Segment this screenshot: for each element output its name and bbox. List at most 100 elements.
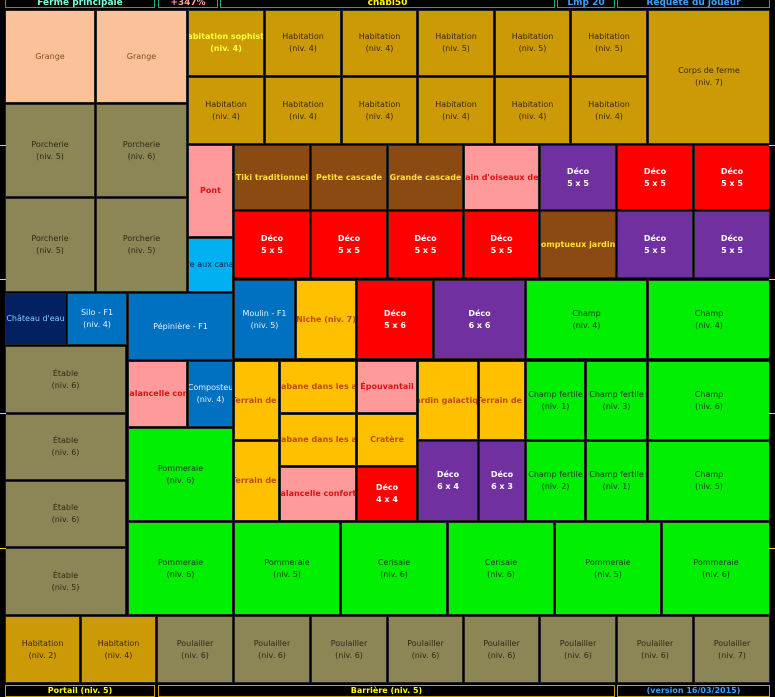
tile: Corps de ferme (niv. 7) bbox=[648, 10, 770, 144]
tile-level: (niv. 6) bbox=[487, 650, 516, 660]
tile-level: (niv. 4) bbox=[289, 44, 317, 53]
tile: Étable (niv. 6) bbox=[5, 481, 126, 547]
tile-level: (niv. 4) bbox=[210, 44, 242, 53]
tile-label: Porcherie bbox=[122, 234, 161, 243]
tile: Mare aux canards bbox=[188, 238, 233, 292]
tile: Déco 5 x 5 bbox=[694, 145, 770, 210]
tile-label: Habitation bbox=[435, 32, 477, 41]
tile-level: (niv. 5) bbox=[36, 151, 64, 161]
tile: Habitation (niv. 4) bbox=[188, 77, 264, 144]
tile-label: Déco bbox=[643, 233, 667, 243]
tile: Champ fertile (niv. 1) bbox=[526, 361, 585, 440]
tile: Cerisaie (niv. 6) bbox=[448, 522, 554, 615]
tile-level: (niv. 5) bbox=[36, 246, 64, 255]
tile: Habitation (niv. 4) bbox=[418, 77, 494, 144]
tile: Poulailler (niv. 6) bbox=[234, 616, 310, 683]
tile-label: Habitation bbox=[21, 638, 64, 648]
tile-label: Terrain de j bbox=[234, 476, 278, 485]
tile-level: (niv. 4) bbox=[83, 320, 111, 329]
tile-label: Déco bbox=[337, 233, 361, 243]
tile-label: Corps de ferme bbox=[678, 66, 740, 75]
tile-label: Poulailler bbox=[330, 638, 368, 648]
tile-label: Terrain de j bbox=[479, 395, 525, 405]
tile-label: Mare aux canards bbox=[189, 260, 232, 269]
tile-level: (niv. 2) bbox=[28, 650, 57, 660]
tile: Déco 4 x 4 bbox=[357, 467, 417, 521]
tile: Champ (niv. 5) bbox=[648, 441, 770, 521]
tile-label: Champ bbox=[694, 389, 724, 399]
tile-level: 5 x 5 bbox=[644, 178, 666, 188]
tile: Poulailler (niv. 6) bbox=[540, 616, 616, 683]
tile-label: Poulailler bbox=[407, 638, 444, 648]
tile: Pommeraie (niv. 6) bbox=[128, 522, 233, 615]
header-cell: Lmp 20 bbox=[557, 0, 615, 8]
tile-level: (niv. 1) bbox=[541, 401, 570, 411]
tile: Poulailler (niv. 6) bbox=[157, 616, 233, 683]
tile: Jardin galactiqu bbox=[418, 361, 478, 440]
tile: Cerisaie (niv. 6) bbox=[341, 522, 447, 615]
tile-label: Déco bbox=[643, 166, 667, 176]
footer-cell: Barrière (niv. 5) bbox=[158, 685, 615, 697]
tile-label: Porcherie bbox=[31, 139, 69, 149]
tile: Composteu (niv. 4) bbox=[188, 361, 233, 427]
tile: Déco 5 x 6 bbox=[357, 280, 433, 359]
tile-level: (niv. 6) bbox=[487, 569, 515, 579]
tile-label: Champ bbox=[694, 308, 724, 318]
tile-level: (niv. 5) bbox=[595, 44, 623, 53]
tile-label: Grange bbox=[35, 51, 65, 61]
tile: Poulailler (niv. 6) bbox=[311, 616, 387, 683]
tile-label: Moulin - F1 bbox=[242, 308, 287, 318]
tile: Porcherie (niv. 5) bbox=[96, 198, 187, 292]
tile: Habitation (niv. 4) bbox=[265, 10, 341, 76]
tile-level: 5 x 5 bbox=[490, 245, 513, 255]
tile-level: (niv. 4) bbox=[104, 650, 133, 660]
tile-level: (niv. 4) bbox=[365, 44, 394, 53]
tile-label: Habitation bbox=[97, 638, 140, 648]
tile: Déco 5 x 5 bbox=[540, 145, 616, 210]
tile-label: Poulailler bbox=[636, 638, 674, 648]
tile-level: (niv. 5) bbox=[695, 482, 723, 491]
tile-level: (niv. 5) bbox=[518, 44, 547, 53]
tile-level: (niv. 5) bbox=[273, 569, 301, 579]
tile-label: Bain d'oiseaux de l bbox=[465, 172, 539, 182]
edge-mark bbox=[769, 145, 775, 146]
tile-level: (niv. 4) bbox=[518, 111, 547, 121]
tile-label: Grange bbox=[126, 51, 157, 61]
tile-level: (niv. 3) bbox=[602, 401, 631, 411]
tile: Pont bbox=[188, 145, 233, 237]
tile-label: Cerisaie bbox=[484, 557, 518, 567]
tile-label: Champ fertile bbox=[528, 389, 583, 399]
tile-level: (niv. 7) bbox=[718, 650, 746, 660]
tile-level: (niv. 6) bbox=[564, 650, 592, 660]
tile-label: Pommeraie bbox=[157, 463, 204, 473]
tile: Grange bbox=[5, 10, 95, 103]
tile-label: Habitation bbox=[358, 32, 401, 41]
tile-label: Étable bbox=[52, 368, 79, 378]
tile: Déco 5 x 5 bbox=[464, 211, 539, 278]
tile-label: Cerisaie bbox=[377, 557, 411, 567]
tile-label: Déco bbox=[436, 470, 460, 479]
tile: Champ fertile (niv. 1) bbox=[586, 441, 647, 521]
tile: Déco 5 x 5 bbox=[388, 211, 463, 278]
tile: Pépinière - F1 bbox=[128, 293, 233, 360]
tile-level: 6 x 4 bbox=[437, 482, 459, 491]
tile-level: 4 x 4 bbox=[376, 495, 398, 504]
tile-label: Niche (niv. 7) bbox=[296, 314, 356, 324]
edge-mark bbox=[0, 279, 6, 280]
tile: Champ fertile (niv. 3) bbox=[586, 361, 647, 440]
tile-label: Porcherie bbox=[122, 139, 161, 149]
header-cell: +347% bbox=[158, 0, 218, 8]
tile: Pommeraie (niv. 5) bbox=[234, 522, 340, 615]
tile-label: Épouvantail bbox=[360, 382, 414, 391]
tile-label: Cabane dans les ar bbox=[281, 435, 355, 444]
tile-label: Déco bbox=[375, 483, 399, 492]
tile: Habitation (niv. 4) bbox=[342, 77, 417, 144]
tile-level: (niv. 5) bbox=[127, 246, 156, 255]
tile-level: (niv. 5) bbox=[51, 582, 80, 592]
tile-label: Champ fertile bbox=[589, 470, 644, 479]
tile: Grande cascade bbox=[388, 145, 463, 210]
tile: Déco 5 x 5 bbox=[311, 211, 387, 278]
edge-mark bbox=[0, 413, 6, 414]
tile: Balancelle conforta bbox=[280, 467, 356, 521]
